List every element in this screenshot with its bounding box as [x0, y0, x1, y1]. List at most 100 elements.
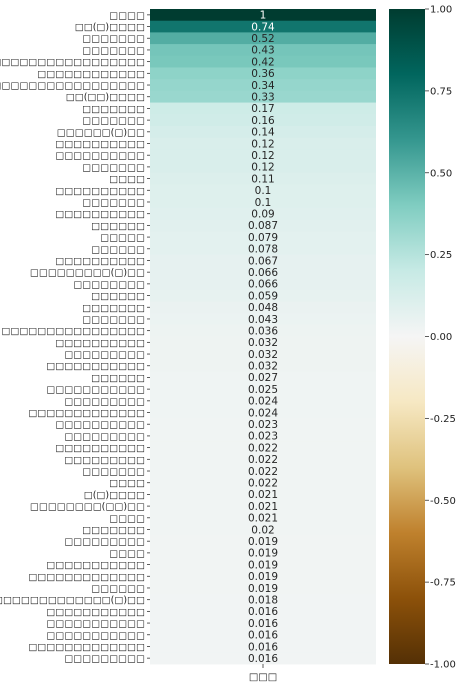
heatmap-cell — [150, 394, 376, 408]
cell-value-label: 0.067 — [248, 255, 278, 267]
row-label: □□□□□□□□□□ — [55, 209, 145, 220]
heatmap-cell — [150, 172, 376, 185]
row-label: □□□□ — [109, 174, 145, 185]
row-label: □□□□□□□ — [82, 34, 145, 45]
cell-value-label: 0.019 — [248, 536, 278, 548]
heatmap-cell — [150, 441, 376, 454]
colorbar-tick-label: 1.00 — [430, 5, 452, 16]
cell-value-label: 0.43 — [251, 45, 274, 57]
row-label: □□□□□□□ — [82, 525, 145, 536]
row-labels: □□□□□□(□)□□□□□□□□□□□□□□□□□□ □□□□□□□□□□□□□… — [0, 10, 150, 665]
heatmap-cell — [150, 196, 376, 209]
row-label: □□□□□□□□□ — [64, 396, 145, 407]
cell-value-label: 0.12 — [251, 138, 274, 150]
heatmap-cell — [150, 465, 376, 478]
colorbar-tick-label: -1.00 — [430, 660, 456, 671]
heatmap-cell — [150, 628, 376, 642]
cell-value-labels: 10.740.520.430.420.360.340.330.170.160.1… — [248, 10, 278, 665]
heatmap-cell — [150, 114, 376, 127]
heatmap-cell — [150, 55, 376, 68]
cell-value-label: 0.024 — [248, 407, 278, 419]
cell-value-label: 0.079 — [248, 232, 278, 244]
heatmap-cell — [150, 301, 376, 314]
cell-value-label: 0.023 — [248, 431, 278, 443]
row-label: □□□□□□□□(□□)□□ — [30, 502, 145, 513]
cell-value-label: 0.022 — [248, 442, 278, 454]
heatmap-cell — [150, 640, 376, 653]
row-label: □□□□□□□□□□□□□ — [28, 642, 145, 653]
cell-value-label: 0.1 — [255, 197, 272, 209]
row-label: □□□□□□□□□□ — [55, 443, 145, 454]
cell-value-label: 0.52 — [251, 33, 274, 45]
cell-value-label: 0.33 — [251, 92, 274, 104]
heatmap-cell — [150, 617, 376, 630]
cell-value-label: 0.016 — [248, 606, 278, 618]
row-label: □□□□□□□ — [82, 162, 145, 173]
colorbar-tick-label: -0.50 — [430, 496, 456, 507]
cell-value-label: 0.12 — [251, 162, 274, 174]
heatmap-cell — [150, 90, 376, 103]
row-label: □□□□□□□□□□□ — [46, 361, 145, 372]
row-label: □□(□□)□□□□ — [66, 92, 145, 103]
heatmap-cell — [150, 348, 376, 361]
cell-value-label: 0.42 — [251, 56, 274, 68]
heatmap-cell — [150, 371, 376, 384]
row-label: □□□□□□ — [91, 291, 145, 302]
row-label: □□□□□□ — [91, 373, 145, 384]
heatmap-cell — [150, 149, 376, 162]
row-label: □□□□□□□□□□□□□□□□ — [1, 326, 145, 337]
cell-value-label: 0.019 — [248, 571, 278, 583]
colorbar-tick-label: 0.25 — [430, 250, 452, 261]
cell-value-label: 0.087 — [248, 220, 278, 232]
cell-value-label: 0.019 — [248, 548, 278, 560]
cell-value-label: 0.023 — [248, 419, 278, 431]
cell-value-label: 0.12 — [251, 150, 274, 162]
cell-value-label: 0.016 — [248, 618, 278, 630]
cell-value-label: 0.066 — [248, 267, 278, 279]
heatmap-cell — [150, 418, 376, 431]
x-axis: □□□ — [249, 664, 277, 683]
row-label: □□□□□□□□□ — [64, 654, 145, 665]
colorbar-tick-label: 0.75 — [430, 86, 452, 97]
heatmap-cell — [150, 219, 376, 232]
row-label: □□□□□□□□□□ — [55, 420, 145, 431]
row-label: □□□□□□□ — [82, 314, 145, 325]
cell-value-label: 0.032 — [248, 361, 278, 373]
heatmap-cell — [150, 313, 376, 326]
cell-value-label: 0.016 — [248, 653, 278, 665]
heatmap-cell — [150, 207, 376, 220]
cell-value-label: 0.036 — [248, 325, 278, 337]
row-label: □□□□□□□□□□ — [55, 186, 145, 197]
cell-value-label: 0.022 — [248, 454, 278, 466]
colorbar-tick-label: 0.50 — [430, 168, 452, 179]
heatmap-cell — [150, 523, 376, 536]
heatmap-cell — [150, 582, 376, 595]
heatmap-cell — [150, 9, 376, 22]
cell-value-label: 0.34 — [251, 80, 275, 92]
heatmap-cells — [150, 9, 376, 665]
row-label: □□□□□□□□□□□□□(□)□□ — [0, 595, 145, 606]
row-label: □□□□□□□□□ — [64, 455, 145, 466]
row-label: □□□□ — [109, 478, 145, 489]
row-label: □□□□□□ — [91, 221, 145, 232]
cell-value-label: 0.078 — [248, 244, 278, 256]
cell-value-label: 1 — [260, 10, 267, 22]
heatmap-cell — [150, 430, 376, 443]
row-label: □□□□□□□□□□□□□ — [28, 408, 145, 419]
row-label: □□□□□□□□□□□ — [46, 385, 145, 396]
heatmap-cell — [150, 605, 376, 618]
row-label: □□□□□□□□□ — [64, 537, 145, 548]
cell-value-label: 0.021 — [248, 513, 278, 525]
row-label: □□□□□□□□□ — [64, 350, 145, 361]
cell-value-label: 0.022 — [248, 466, 278, 478]
heatmap-cell — [150, 137, 376, 150]
heatmap-cell — [150, 324, 376, 337]
heatmap-cell — [150, 184, 376, 197]
row-label: □□□□□□□ — [82, 197, 145, 208]
heatmap-cell — [150, 406, 376, 419]
cell-value-label: 0.11 — [251, 173, 274, 185]
row-label: □(□)□□□□ — [84, 490, 145, 501]
cell-value-label: 0.018 — [248, 594, 278, 606]
row-label: □□□□□□□□□□□□□□□□□□□□ — [0, 57, 145, 68]
heatmap-cell — [150, 242, 376, 256]
